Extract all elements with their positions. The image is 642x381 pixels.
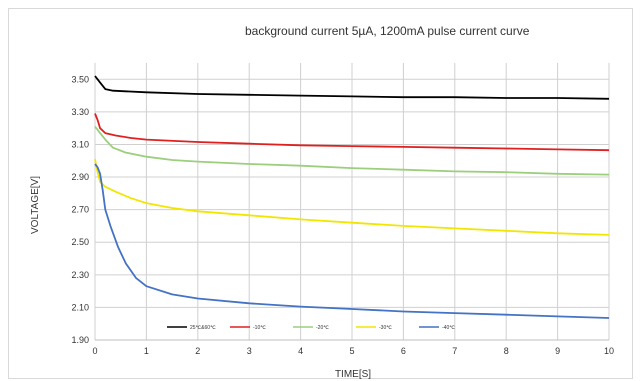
legend-label-3: -30℃ [379,325,392,331]
x-tick-label: 5 [349,346,354,356]
series-layer [94,75,610,319]
x-tick-label: 9 [555,346,560,356]
series-line-3 [94,158,610,236]
legend-label-2: -20℃ [316,325,329,331]
x-tick-label: 3 [247,346,252,356]
chart-frame: background current 5µA, 1200mA pulse cur… [8,8,633,380]
y-tick-label: 2.50 [71,237,89,247]
x-tick-label: 2 [195,346,200,356]
chart-title: background current 5µA, 1200mA pulse cur… [245,24,530,38]
y-tick-label: 2.30 [71,270,89,280]
legend-label-4: -40℃ [442,325,455,331]
y-tick-label: 3.10 [71,139,89,149]
x-tick-label: 4 [298,346,303,356]
x-tick-label: 1 [144,346,149,356]
chart-svg: background current 5µA, 1200mA pulse cur… [30,24,614,380]
y-tick-label: 2.10 [71,302,89,312]
legend-label-1: -10℃ [253,325,266,331]
y-tick-label: 3.30 [71,107,89,117]
y-tick-label: 1.90 [71,335,89,345]
legend: 25℃&60℃ -10℃ -20℃ -30℃ -40℃ [167,325,455,331]
series-line-4 [94,163,610,319]
series-line-1 [94,113,610,152]
x-tick-label: 8 [504,346,509,356]
y-tick-label: 3.50 [71,74,89,84]
x-tick-label: 10 [604,346,614,356]
x-tick-label: 6 [401,346,406,356]
y-axis-title: VOLTAGE[V] [30,176,41,234]
y-tick-label: 2.70 [71,205,89,215]
series-line-0 [94,75,610,100]
y-tick-label: 2.90 [71,172,89,182]
series-line-2 [94,125,610,176]
x-tick-labels: 0 1 2 3 4 5 6 7 8 9 10 [92,346,614,356]
legend-label-0: 25℃&60℃ [190,325,216,331]
grid-layer [94,63,610,341]
y-tick-labels: 1.90 2.10 2.30 2.50 2.70 2.90 3.10 3.30 3.50 [71,74,89,345]
x-axis-title: TIME[S] [335,369,371,380]
x-tick-label: 7 [452,346,457,356]
x-tick-label: 0 [92,346,97,356]
